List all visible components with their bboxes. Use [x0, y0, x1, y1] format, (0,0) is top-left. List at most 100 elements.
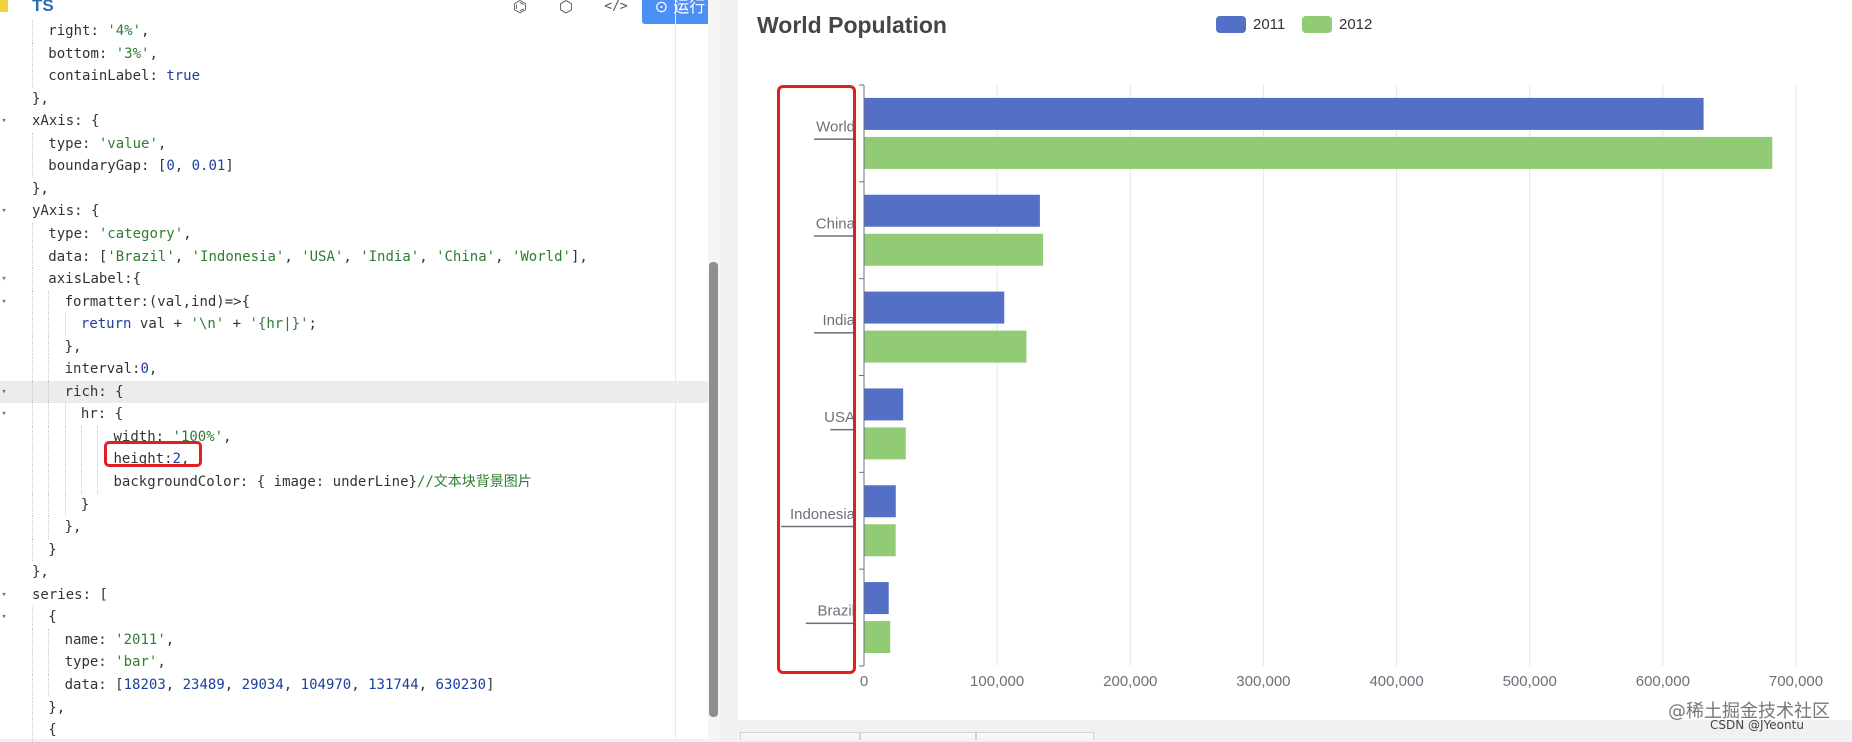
code-line[interactable]: ▾ yAxis: {	[0, 200, 712, 223]
code-line[interactable]: type: 'value',	[0, 132, 712, 156]
bar-2011-china[interactable]	[864, 194, 1040, 227]
code-text[interactable]: bottom: '3%',	[48, 45, 158, 62]
code-text[interactable]: type: 'value',	[48, 135, 167, 152]
code-line[interactable]: bottom: '3%',	[0, 42, 712, 66]
fold-toggle-icon[interactable]: ▾	[1, 296, 7, 307]
code-line[interactable]: width: '100%',	[0, 425, 712, 449]
run-button[interactable]: ⊙ 运行	[642, 0, 718, 24]
code-line[interactable]: ▾ axisLabel:{	[0, 268, 712, 291]
legend-swatch-2012[interactable]	[1302, 16, 1332, 33]
code-line[interactable]: {	[0, 719, 712, 742]
bar-2012-brazil[interactable]	[864, 621, 891, 654]
code-line[interactable]: type: 'bar',	[0, 651, 712, 674]
code-text[interactable]: }	[80, 496, 90, 513]
code-line[interactable]: },	[0, 696, 712, 720]
code-text[interactable]: backgroundColor: { image: underLine}//文本…	[113, 474, 532, 490]
code-text[interactable]: rich: {	[64, 383, 124, 400]
code-text[interactable]: data: ['Brazil', 'Indonesia', 'USA', 'In…	[48, 248, 588, 265]
code-text[interactable]: },	[32, 180, 49, 197]
code-line[interactable]: backgroundColor: { image: underLine}//文本…	[0, 471, 712, 494]
tab-stub[interactable]	[740, 732, 860, 740]
fold-toggle-icon[interactable]: ▾	[1, 116, 7, 127]
code-text[interactable]: right: '4%',	[48, 23, 150, 39]
bar-2011-world[interactable]	[864, 97, 1704, 130]
code-line[interactable]: data: ['Brazil', 'Indonesia', 'USA', 'In…	[0, 245, 712, 269]
code-text[interactable]: interval:0,	[64, 361, 158, 378]
code-text[interactable]: {	[48, 609, 57, 626]
bar-2012-usa[interactable]	[864, 427, 906, 460]
code-line[interactable]: ▾ formatter:(val,ind)=>{	[0, 290, 712, 314]
code-line[interactable]: type: 'category',	[0, 222, 712, 246]
bars[interactable]	[864, 97, 1773, 654]
code-text[interactable]: type: 'bar',	[64, 654, 166, 671]
code-text[interactable]: formatter:(val,ind)=>{	[64, 293, 251, 310]
fold-toggle-icon[interactable]: ▾	[1, 589, 7, 600]
code-editor[interactable]: TS ⌬ ⬡ </> ⊙ 运行 right: '4%', bottom: '3%'…	[0, 0, 720, 742]
legend-swatch-2011[interactable]	[1216, 16, 1246, 33]
code-text[interactable]: type: 'category',	[48, 225, 192, 242]
code-line[interactable]: }	[0, 493, 712, 517]
code-line[interactable]: ▾ hr: {	[0, 403, 712, 426]
code-text[interactable]: axisLabel:{	[48, 271, 142, 288]
code-line[interactable]: ▾{	[0, 606, 712, 629]
code-line[interactable]: }	[0, 538, 712, 562]
code-text[interactable]: xAxis: {	[32, 113, 100, 130]
code-text[interactable]: },	[64, 338, 82, 355]
bar-2012-world[interactable]	[864, 136, 1773, 169]
scrollbar-thumb[interactable]	[709, 262, 718, 717]
fold-toggle-icon[interactable]: ▾	[1, 386, 7, 397]
code-line[interactable]: interval:0,	[0, 358, 712, 381]
code-line[interactable]: },	[0, 88, 712, 111]
code-line[interactable]: ▾ rich: {	[0, 380, 712, 404]
bar-2012-india[interactable]	[864, 330, 1027, 363]
code-text[interactable]: {	[48, 722, 57, 739]
code-icon[interactable]: </>	[604, 0, 628, 14]
code-text[interactable]: containLabel: true	[48, 68, 201, 85]
code-line[interactable]: },	[0, 335, 712, 359]
fold-toggle-icon[interactable]: ▾	[1, 409, 7, 420]
code-line[interactable]: },	[0, 561, 712, 584]
code-text[interactable]: series: [	[32, 586, 108, 603]
code-line[interactable]: },	[0, 178, 712, 201]
code-text[interactable]: name: '2011',	[64, 631, 175, 648]
code-text[interactable]: },	[64, 519, 82, 536]
code-line[interactable]: return val + '\n' + '{hr|}';	[0, 313, 712, 336]
code-text[interactable]: data: [18203, 23489, 29034, 104970, 1317…	[64, 676, 495, 693]
legend[interactable]: 2011 2012	[1216, 16, 1372, 33]
fold-toggle-icon[interactable]: ▾	[1, 274, 7, 285]
code-line[interactable]: },	[0, 516, 712, 539]
codesandbox-icon[interactable]: ⌬	[513, 0, 527, 16]
bar-2011-india[interactable]	[864, 291, 1005, 324]
bar-2011-usa[interactable]	[864, 388, 904, 421]
code-line[interactable]: data: [18203, 23489, 29034, 104970, 1317…	[0, 673, 712, 697]
code-text[interactable]: }	[48, 541, 57, 558]
code-line[interactable]: boundaryGap: [0, 0.01]	[0, 155, 712, 178]
code-text[interactable]: width: '100%',	[113, 428, 232, 445]
code-line[interactable]: containLabel: true	[0, 65, 712, 88]
tab-stub[interactable]	[976, 732, 1094, 740]
legend-label-2011[interactable]: 2011	[1253, 16, 1285, 33]
code-text[interactable]: yAxis: {	[32, 203, 100, 220]
code-text[interactable]: },	[32, 90, 49, 107]
code-text[interactable]: height:2,	[113, 451, 190, 468]
code-line[interactable]: ▾ xAxis: {	[0, 110, 712, 133]
bar-2011-indonesia[interactable]	[864, 485, 896, 518]
code-line[interactable]: height:2,	[0, 448, 712, 471]
bar-2012-china[interactable]	[864, 233, 1044, 266]
code-line[interactable]: ▾ series: [	[0, 584, 712, 607]
tab-stub[interactable]	[860, 732, 976, 740]
code-line[interactable]: right: '4%',	[0, 20, 712, 43]
code-text[interactable]: hr: {	[80, 406, 124, 423]
code-text[interactable]: },	[48, 699, 66, 716]
cube-icon[interactable]: ⬡	[559, 0, 573, 16]
bar-2012-indonesia[interactable]	[864, 524, 896, 557]
bar-2011-brazil[interactable]	[864, 582, 889, 615]
code-text[interactable]: },	[32, 564, 49, 581]
code-text[interactable]: boundaryGap: [0, 0.01]	[48, 158, 234, 175]
code-lines[interactable]: right: '4%', bottom: '3%', containLabel: t…	[0, 20, 712, 742]
code-text[interactable]: return val + '\n' + '{hr|}';	[80, 316, 317, 333]
fold-toggle-icon[interactable]: ▾	[1, 612, 7, 623]
legend-label-2012[interactable]: 2012	[1339, 16, 1372, 33]
code-line[interactable]: name: '2011',	[0, 628, 712, 652]
fold-toggle-icon[interactable]: ▾	[1, 206, 7, 217]
